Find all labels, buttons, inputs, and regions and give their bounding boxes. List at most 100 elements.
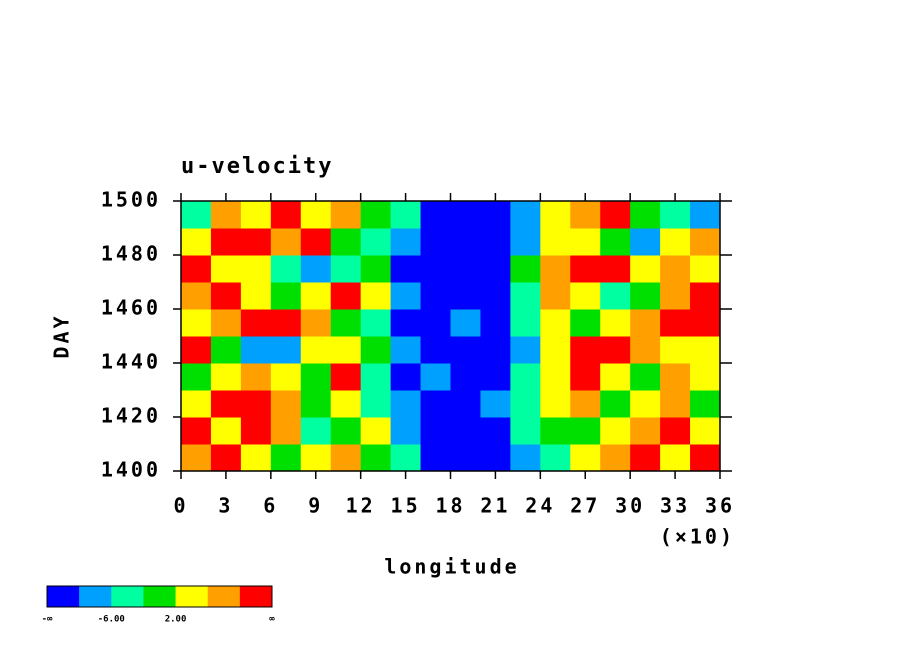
heat-cell: [600, 417, 631, 445]
heat-cell: [540, 201, 571, 229]
heat-cell: [630, 228, 661, 256]
heat-cell: [510, 228, 541, 256]
heat-cell: [450, 390, 481, 418]
heat-cell: [450, 228, 481, 256]
heat-cell: [300, 282, 332, 310]
heat-cell: [540, 363, 571, 391]
colorbar-segment: [143, 586, 176, 607]
heat-cell: [210, 309, 242, 337]
heat-cell: [240, 255, 272, 283]
heat-cell: [210, 390, 242, 418]
heat-cell: [600, 201, 631, 229]
heat-cell: [420, 282, 451, 310]
heat-cell: [181, 201, 212, 229]
heat-cell: [540, 390, 571, 418]
colorbar-segment: [47, 586, 80, 607]
heat-cell: [330, 282, 362, 310]
heat-cell: [570, 390, 601, 418]
heat-cell: [300, 228, 332, 256]
x-tick-label: 24: [525, 494, 555, 518]
heat-cell: [660, 255, 691, 283]
heat-cell: [450, 201, 481, 229]
heat-cell: [600, 336, 631, 364]
heat-cell: [181, 228, 212, 256]
heat-cell: [330, 309, 362, 337]
x-tick-label: 18: [435, 494, 465, 518]
heat-cell: [420, 201, 451, 229]
heat-cell: [210, 336, 242, 364]
heat-cell: [450, 417, 481, 445]
x-tick-label: 21: [480, 494, 510, 518]
heat-cell: [330, 201, 362, 229]
heat-cell: [480, 255, 511, 283]
heat-cell: [300, 390, 332, 418]
heat-cell: [270, 282, 302, 310]
heat-cell: [660, 282, 691, 310]
heat-cell: [390, 228, 422, 256]
heat-cell: [630, 255, 661, 283]
heat-cell: [210, 363, 242, 391]
heat-cell: [660, 201, 691, 229]
heat-cell: [450, 444, 481, 472]
heat-cell: [570, 336, 601, 364]
heat-cell: [540, 309, 571, 337]
heat-cell: [330, 444, 362, 472]
colorbar-end-label: -∞: [42, 615, 53, 625]
heat-cell: [240, 363, 272, 391]
heat-cell: [181, 390, 212, 418]
heat-cell: [600, 444, 631, 472]
heat-cell: [480, 336, 511, 364]
colorbar-segment: [111, 586, 144, 607]
heat-cell: [270, 228, 302, 256]
heat-cell: [630, 363, 661, 391]
heat-cell: [420, 417, 451, 445]
heat-cell: [540, 417, 571, 445]
heat-cell: [480, 444, 511, 472]
heat-cell: [540, 444, 571, 472]
heat-cell: [600, 228, 631, 256]
heat-cell: [270, 363, 302, 391]
y-tick-label: 1460: [101, 296, 161, 320]
heat-cell: [390, 255, 422, 283]
heat-cell: [360, 444, 392, 472]
heat-cell: [270, 336, 302, 364]
heat-cell: [420, 390, 451, 418]
heat-cell: [390, 444, 422, 472]
heat-cell: [420, 228, 451, 256]
heat-cell: [330, 417, 362, 445]
heat-cell: [181, 255, 212, 283]
y-tick-label: 1440: [101, 350, 161, 374]
heat-cell: [390, 363, 422, 391]
heat-cell: [300, 444, 332, 472]
heat-cell: [690, 390, 721, 418]
heat-cell: [660, 417, 691, 445]
colorbar-label: -6.00: [98, 615, 125, 625]
colorbar-segment: [79, 586, 112, 607]
heat-cell: [660, 309, 691, 337]
heat-cell: [510, 255, 541, 283]
heat-cell: [570, 282, 601, 310]
heat-cell: [600, 390, 631, 418]
heat-cell: [210, 444, 242, 472]
heat-cell: [630, 201, 661, 229]
heat-cell: [690, 255, 721, 283]
heat-cell: [420, 309, 451, 337]
heat-cell: [300, 363, 332, 391]
heat-cell: [480, 390, 511, 418]
x-tick-label: 33: [660, 494, 690, 518]
heat-cell: [480, 363, 511, 391]
y-tick-label: 1500: [101, 188, 161, 212]
heat-cell: [600, 309, 631, 337]
heat-cell: [360, 363, 392, 391]
heat-cell: [480, 228, 511, 256]
heat-cell: [390, 282, 422, 310]
heat-cell: [660, 363, 691, 391]
heat-cell: [510, 201, 541, 229]
y-tick-label: 1400: [101, 458, 161, 482]
heat-cell: [690, 201, 721, 229]
x-tick-label: 6: [263, 494, 278, 518]
heat-cell: [600, 363, 631, 391]
heat-cell: [390, 390, 422, 418]
heat-cell: [360, 390, 392, 418]
heat-cell: [210, 201, 242, 229]
